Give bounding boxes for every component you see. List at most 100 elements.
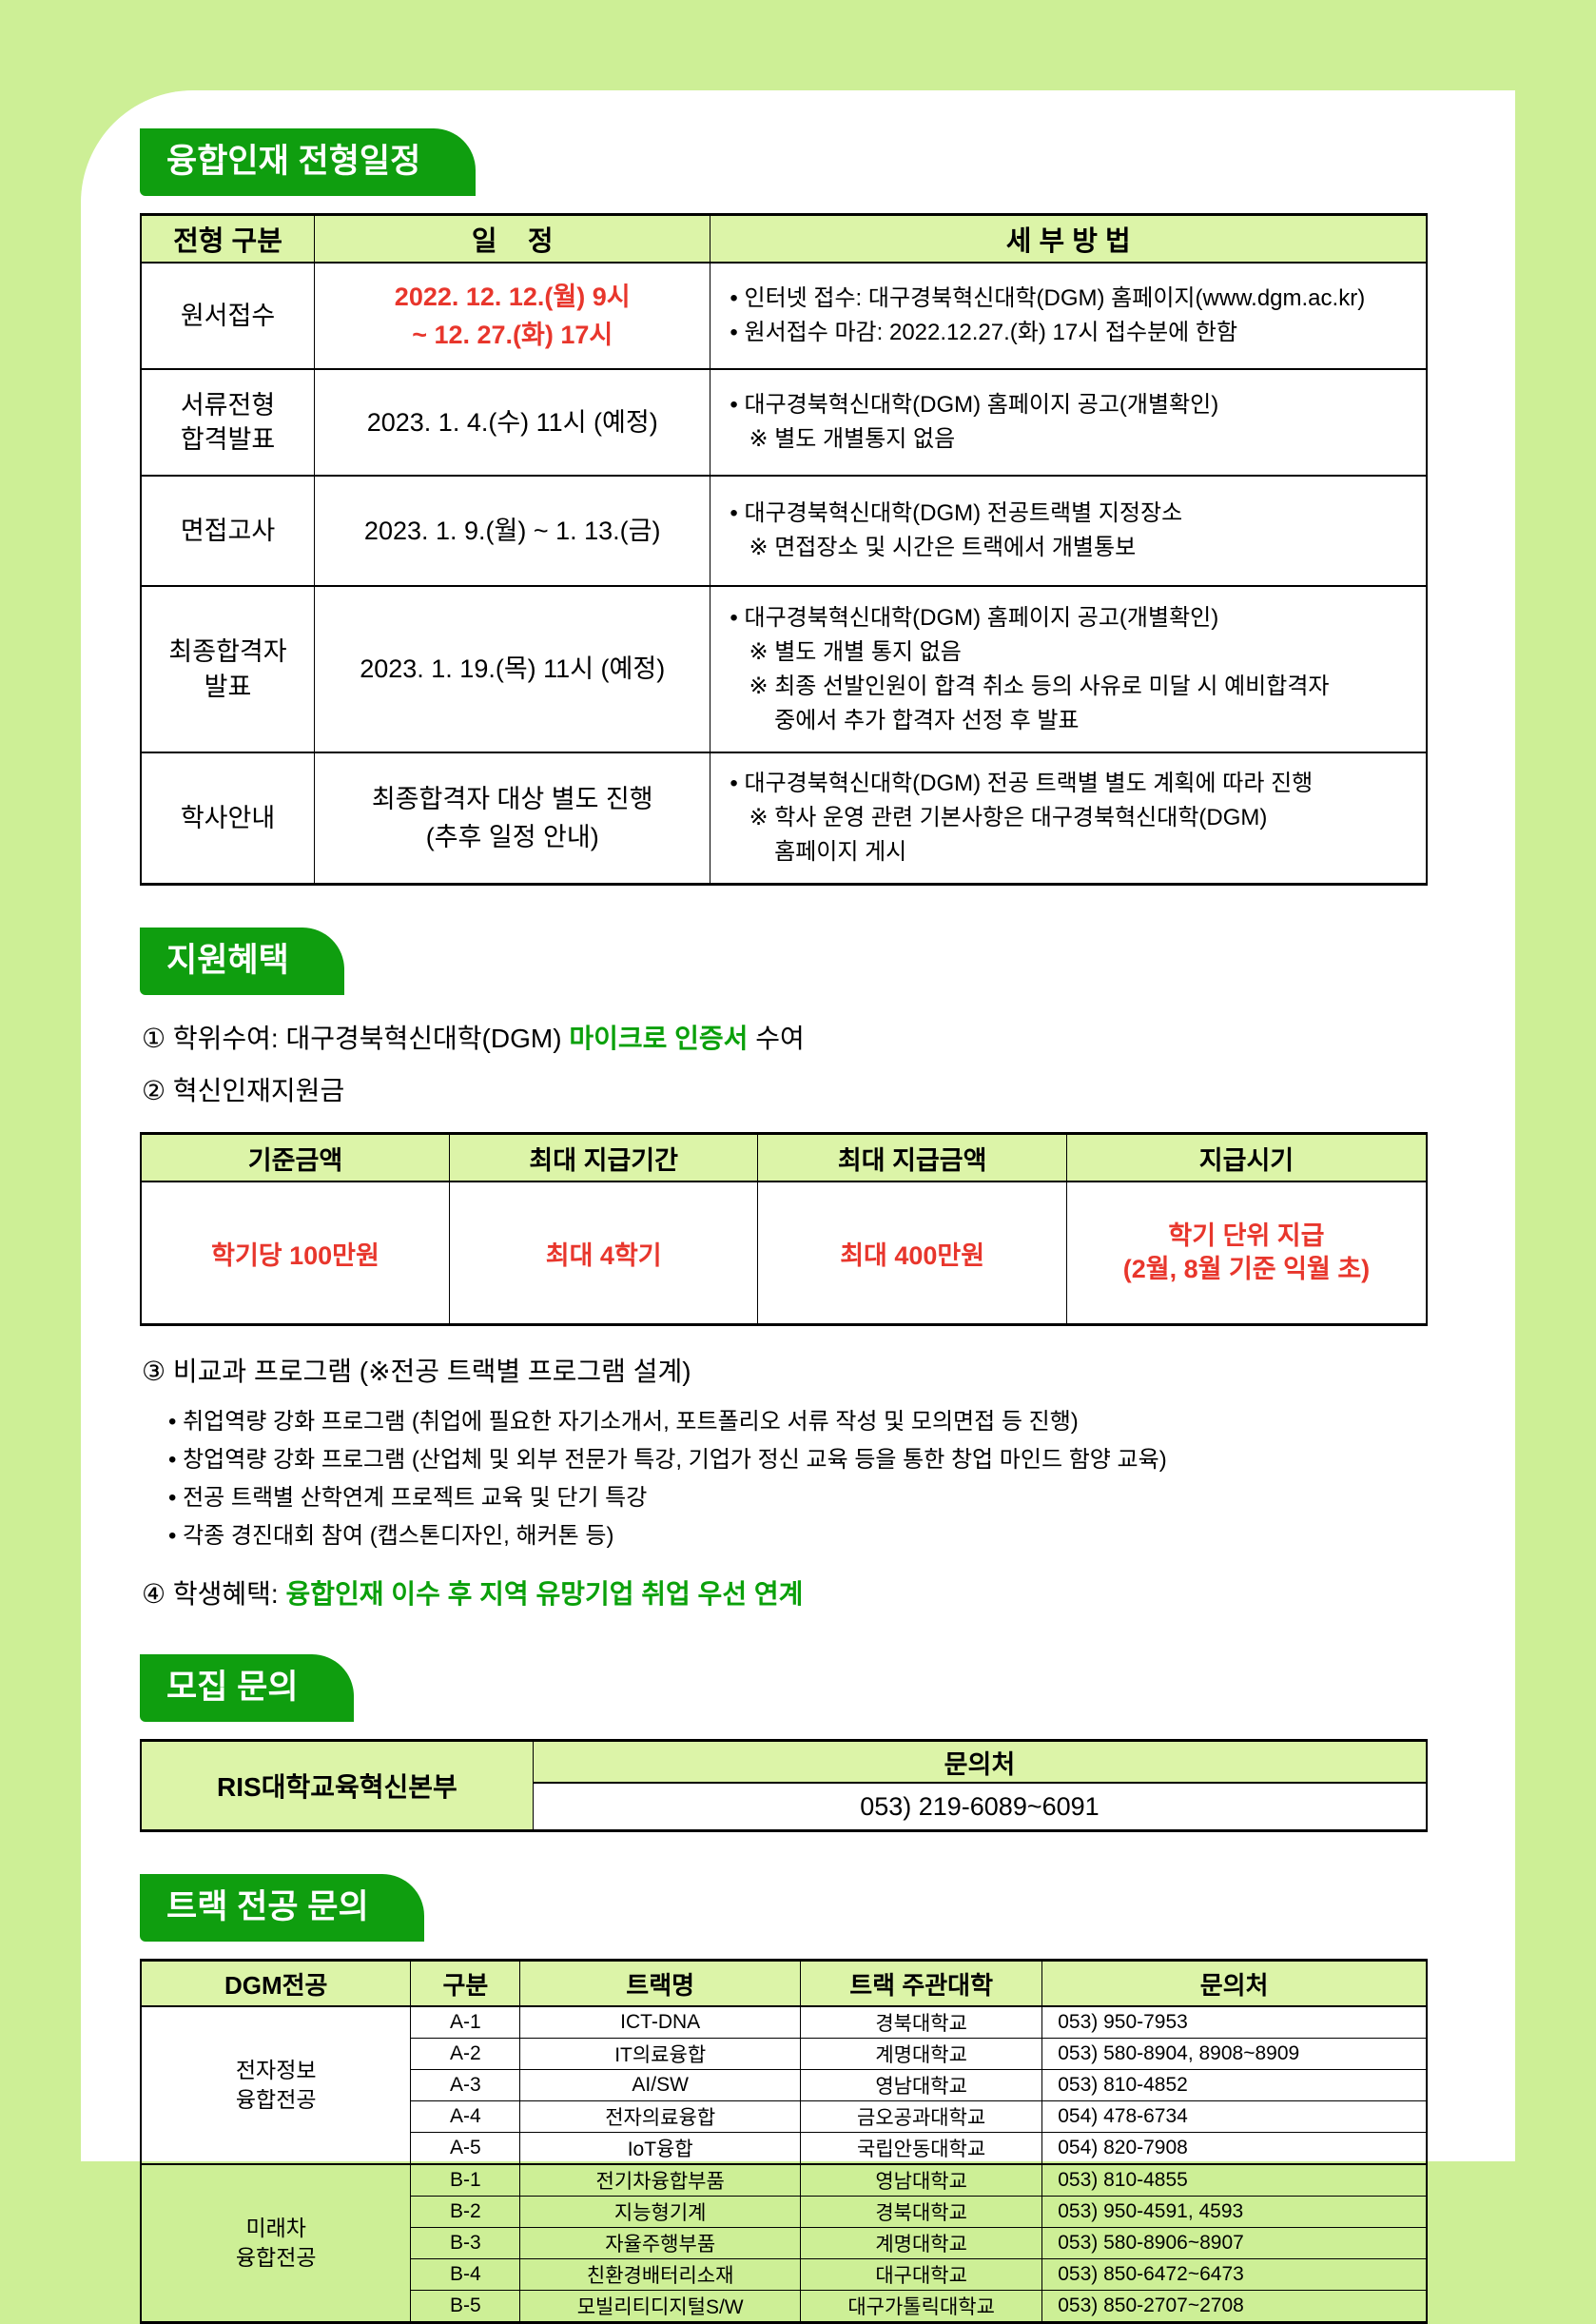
track-col-univ: 트랙 주관대학 (800, 1960, 1043, 2008)
fund-col-max: 최대 지급금액 (757, 1133, 1067, 1183)
track-phone: 053) 580-8906~8907 (1041, 2227, 1428, 2260)
fund-table: 기준금액 최대 지급기간 최대 지급금액 지급시기 학기당 100만원 최대 4… (140, 1132, 1428, 1327)
track-row: 전자정보 융합전공 A-1 ICT-DNA 경북대학교 053) 950-795… (140, 2005, 1428, 2165)
row-category: 발표 (204, 672, 252, 701)
section-badge-track-contact: 트랙 전공 문의 (140, 1874, 424, 1943)
track-phone: 054) 820-7908 (1041, 2132, 1428, 2165)
group-name-line: 전자정보 (235, 2058, 317, 2083)
contact-col-phone: 문의처 (532, 1740, 1428, 1785)
row-detail-line: ※ 면접장소 및 시간은 트랙에서 개별통보 (730, 535, 1137, 560)
track-univ: 경북대학교 (800, 2196, 1043, 2229)
benefit-item-student-text: ④ 학생혜택: (142, 1578, 286, 1609)
row-category: 서류전형 (180, 390, 276, 420)
contact-org: RIS대학교육혁신본부 (140, 1740, 534, 1832)
fund-period-value: 최대 4학기 (448, 1181, 759, 1326)
fund-header-row: 기준금액 최대 지급기간 최대 지급금액 지급시기 (140, 1133, 1428, 1183)
row-detail-line: ※ 별도 개별통지 없음 (730, 426, 956, 452)
row-detail-line: 중에서 추가 합격자 선정 후 발표 (730, 707, 1080, 733)
row-date-line: 2022. 12. 12.(월) 9시 (394, 282, 631, 311)
track-univ: 영남대학교 (800, 2163, 1043, 2197)
schedule-col-category: 전형 구분 (140, 214, 316, 264)
benefit-item-degree-suffix: 수여 (748, 1024, 805, 1053)
track-code: A-4 (410, 2100, 521, 2134)
track-univ: 국립안동대학교 (800, 2132, 1043, 2165)
track-row: B-2 지능형기계 경북대학교 053) 950-4591, 4593 (141, 2196, 1428, 2229)
track-row: A-3 AI/SW 영남대학교 053) 810-4852 (141, 2069, 1428, 2102)
group-name-line: 융합전공 (235, 2087, 317, 2113)
track-code: A-3 (410, 2069, 521, 2102)
benefit-item-program: ③ 비교과 프로그램 (※전공 트랙별 프로그램 설계) (142, 1357, 691, 1387)
track-phone: 053) 950-4591, 4593 (1041, 2196, 1428, 2229)
track-phone: 053) 950-7953 (1041, 2005, 1428, 2040)
track-col-phone: 문의처 (1041, 1960, 1428, 2008)
track-name: 친환경배터리소재 (519, 2258, 802, 2292)
section-badge-schedule: 융합인재 전형일정 (140, 128, 477, 196)
contact-value-row: 053) 219-6089~6091 (141, 1782, 1428, 1832)
track-code: A-5 (410, 2132, 521, 2165)
track-univ: 금오공과대학교 (800, 2100, 1043, 2134)
benefit-item-fund: ② 혁신인재지원금 (142, 1076, 345, 1106)
row-detail-line: • 대구경북혁신대학(DGM) 전공 트랙별 별도 계획에 따라 진행 (730, 771, 1314, 796)
track-row: A-2 IT의료융합 계명대학교 053) 580-8904, 8908~890… (141, 2038, 1428, 2071)
benefit-item-degree-text: ① 학위수여: 대구경북혁신대학(DGM) (142, 1024, 570, 1053)
row-date-line: 최종합격자 대상 별도 진행 (371, 784, 653, 813)
program-bullet: • 전공 트랙별 산학연계 프로젝트 교육 및 단기 특강 (168, 1484, 648, 1511)
track-univ: 계명대학교 (800, 2038, 1043, 2071)
track-name: 전자의료융합 (519, 2100, 802, 2134)
track-name: 지능형기계 (519, 2196, 802, 2229)
fund-col-base: 기준금액 (140, 1133, 450, 1183)
fund-base-value: 학기당 100만원 (140, 1181, 450, 1326)
track-group-future-car: 미래차 융합전공 (140, 2163, 412, 2324)
track-code: B-2 (410, 2196, 521, 2229)
track-univ: 계명대학교 (800, 2227, 1043, 2260)
benefit-item-student-highlight: 융합인재 이수 후 지역 유망기업 취업 우선 연계 (285, 1578, 804, 1609)
row-date-line: (추후 일정 안내) (425, 823, 599, 851)
track-code: B-4 (410, 2258, 521, 2292)
fund-col-period: 최대 지급기간 (448, 1133, 759, 1183)
track-name: IoT융합 (519, 2132, 802, 2165)
row-category: 면접고사 (180, 516, 276, 545)
fund-max-value: 최대 400만원 (757, 1181, 1067, 1326)
track-name: AI/SW (519, 2069, 802, 2102)
content-panel: 융합인재 전형일정 전형 구분 일 정 세 부 방 법 원서접수 2022. 1… (81, 90, 1515, 2324)
track-univ: 대구대학교 (800, 2258, 1043, 2292)
track-phone: 053) 850-2707~2708 (1041, 2290, 1428, 2324)
schedule-table: 전형 구분 일 정 세 부 방 법 원서접수 2022. 12. 12.(월) … (140, 213, 1428, 886)
row-date-line: 2023. 1. 9.(월) ~ 1. 13.(금) (363, 516, 661, 545)
group-name-line: 미래차 (245, 2216, 306, 2241)
table-row: 서류전형 합격발표 2023. 1. 4.(수) 11시 (예정) • 대구경북… (140, 368, 1428, 477)
schedule-col-method: 세 부 방 법 (710, 214, 1428, 264)
track-univ: 경북대학교 (800, 2005, 1043, 2040)
fund-timing-line: (2월, 8월 기준 익월 초) (1122, 1255, 1371, 1284)
schedule-col-date: 일 정 (314, 214, 711, 264)
track-row: 미래차 융합전공 B-1 전기차융합부품 영남대학교 053) 810-4855 (140, 2163, 1428, 2324)
fund-value-row: 학기당 100만원 최대 4학기 최대 400만원 학기 단위 지급 (2월, … (140, 1181, 1428, 1326)
track-name: IT의료융합 (519, 2038, 802, 2071)
fund-timing-line: 학기 단위 지급 (1168, 1221, 1325, 1251)
table-row: 학사안내 최종합격자 대상 별도 진행 (추후 일정 안내) • 대구경북혁신대… (140, 752, 1428, 885)
track-univ: 대구가톨릭대학교 (800, 2290, 1043, 2324)
row-detail-line: • 원서접수 마감: 2022.12.27.(화) 17시 접수분에 한함 (730, 320, 1238, 345)
track-code: A-1 (410, 2005, 521, 2040)
track-name: 전기차융합부품 (519, 2163, 802, 2197)
benefit-item-degree-highlight: 마이크로 인증서 (569, 1024, 749, 1053)
track-phone: 053) 810-4855 (1041, 2163, 1428, 2197)
fund-col-timing: 지급시기 (1065, 1133, 1428, 1183)
program-bullet-list: • 취업역량 강화 프로그램 (취업에 필요한 자기소개서, 포트폴리오 서류 … (168, 1406, 1428, 1553)
row-detail-line: ※ 학사 운영 관련 기본사항은 대구경북혁신대학(DGM) (730, 805, 1268, 830)
track-phone: 054) 478-6734 (1041, 2100, 1428, 2134)
row-date-line: ~ 12. 27.(화) 17시 (412, 321, 613, 349)
row-detail-line: ※ 별도 개별 통지 없음 (730, 638, 962, 665)
row-detail-line: • 대구경북혁신대학(DGM) 홈페이지 공고(개별확인) (730, 392, 1219, 418)
track-name: ICT-DNA (519, 2005, 802, 2040)
row-category: 원서접수 (180, 301, 276, 330)
track-phone: 053) 810-4852 (1041, 2069, 1428, 2102)
row-category: 합격발표 (180, 425, 276, 454)
track-phone: 053) 850-6472~6473 (1041, 2258, 1428, 2292)
contact-phone: 053) 219-6089~6091 (532, 1782, 1428, 1832)
table-row: 원서접수 2022. 12. 12.(월) 9시 ~ 12. 27.(화) 17… (140, 262, 1428, 370)
row-detail-line: ※ 최종 선발인원이 합격 취소 등의 사유로 미달 시 예비합격자 (730, 673, 1330, 699)
row-date-line: 2023. 1. 19.(목) 11시 (예정) (360, 654, 666, 684)
track-col-major: DGM전공 (140, 1960, 412, 2008)
row-detail-line: • 인터넷 접수: 대구경북혁신대학(DGM) 홈페이지(www.dgm.ac.… (730, 285, 1366, 311)
